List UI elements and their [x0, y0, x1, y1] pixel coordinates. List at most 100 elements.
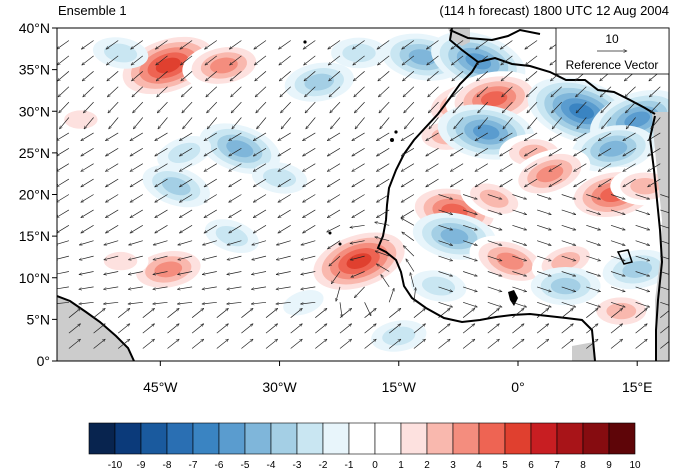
wind-vector [512, 209, 526, 215]
wind-vector [204, 194, 217, 203]
wind-vector [177, 286, 193, 289]
wind-vector [561, 286, 576, 292]
wind-vector [438, 301, 453, 307]
wind-vector [232, 117, 242, 130]
colorbar-swatch [608, 422, 636, 455]
anomaly-contour [154, 261, 183, 278]
wind-vector [650, 101, 661, 113]
colorbar-label: -2 [319, 460, 328, 471]
wind-vector [648, 132, 661, 141]
wind-vector [401, 132, 415, 141]
wind-vector [57, 255, 69, 260]
wind-vector [130, 209, 143, 218]
wind-vector [438, 271, 453, 277]
wind-vector [404, 101, 415, 113]
wind-vector [303, 225, 316, 234]
colorbar-swatch [140, 422, 168, 455]
wind-vector [229, 40, 242, 50]
wind-vector [401, 209, 415, 218]
wind-vector [179, 194, 193, 203]
wind-vector [117, 339, 130, 349]
anomaly-contour [536, 165, 564, 183]
wind-vector [130, 132, 143, 141]
wind-vector [155, 132, 168, 141]
wind-vector [155, 194, 168, 203]
wind-vector [524, 178, 538, 188]
wind-vector [84, 117, 94, 130]
wind-vector [117, 308, 130, 318]
wind-vector [339, 339, 352, 349]
wind-vector [379, 101, 390, 113]
wind-vector [401, 217, 415, 226]
wind-vector [256, 101, 267, 113]
colorbar-swatch [348, 422, 376, 455]
wind-vector [512, 271, 526, 277]
colorbar-swatch [244, 422, 272, 455]
wind-vector [57, 225, 70, 233]
wind-vector [57, 55, 70, 65]
wind-vector [381, 275, 390, 288]
wind-vector [376, 178, 390, 188]
wind-vector [254, 55, 267, 65]
wind-vector [290, 308, 303, 318]
wind-vector [552, 117, 562, 130]
wind-vector [128, 286, 143, 289]
wind-vector [57, 271, 69, 275]
wind-vector [130, 148, 143, 157]
reference-vector-box: 10 Reference Vector [555, 27, 670, 75]
wind-vector [202, 255, 217, 260]
wind-vector [378, 86, 390, 97]
wind-vector [329, 71, 341, 81]
wind-vector [81, 194, 94, 203]
wind-vector [327, 194, 341, 203]
anomaly-contour [304, 73, 335, 91]
wind-vector [230, 55, 242, 65]
wind-vector [635, 339, 648, 349]
wind-vector [81, 225, 94, 234]
wind-vector [227, 286, 242, 289]
wind-vector [512, 324, 524, 334]
wind-vector [375, 237, 390, 242]
wind-vector [350, 255, 365, 260]
wind-vector [487, 339, 500, 349]
wind-vector [452, 86, 464, 97]
wind-vector [68, 339, 81, 349]
anomaly-contour [210, 57, 238, 74]
wind-vector [600, 86, 612, 97]
wind-vector [462, 194, 477, 200]
wind-vector [58, 71, 70, 81]
island-dot [338, 242, 342, 246]
anomaly-contour [440, 228, 469, 245]
wind-vector [438, 286, 453, 292]
wind-vector [103, 286, 119, 289]
wind-vector [451, 40, 464, 50]
wind-vector [626, 117, 636, 130]
wind-vector [452, 71, 464, 81]
wind-vector [660, 324, 669, 334]
wind-vector [610, 301, 625, 307]
wind-vector [500, 178, 513, 188]
wind-vector [79, 301, 94, 304]
wind-vector [104, 255, 119, 260]
wind-vector [427, 55, 439, 65]
anomaly-contour [630, 177, 661, 195]
wind-vector [104, 271, 119, 275]
lon-tick-label: 15°W [382, 379, 417, 395]
wind-vector [130, 178, 143, 188]
land-edge-east [652, 112, 669, 361]
colorbar-label: -4 [267, 460, 276, 471]
wind-vector [156, 71, 168, 81]
wind-vector [635, 240, 650, 246]
wind-vector [512, 194, 526, 200]
wind-vector [167, 339, 180, 349]
wind-vector [487, 224, 502, 230]
wind-vector [586, 224, 600, 230]
wind-vector [501, 55, 513, 65]
wind-vector [352, 194, 365, 203]
anomaly-contour [599, 140, 628, 157]
wind-vector [133, 117, 144, 130]
wind-vector [528, 117, 538, 130]
wind-vector [59, 101, 70, 113]
wind-vector [651, 117, 661, 130]
wind-vector [648, 178, 661, 188]
